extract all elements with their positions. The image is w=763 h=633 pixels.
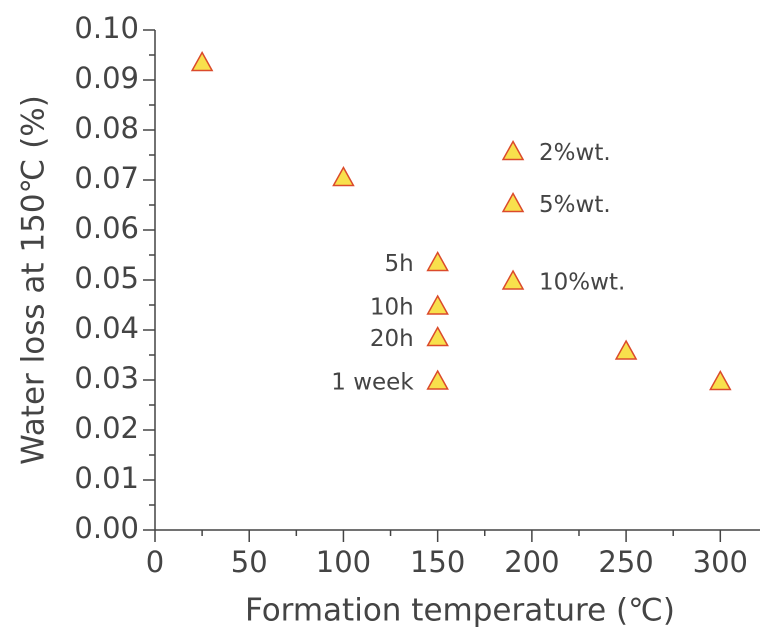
x-tick-label: 250 — [598, 545, 653, 579]
x-axis-label: Formation temperature (℃) — [245, 593, 675, 629]
y-tick-label: 0.00 — [74, 511, 139, 545]
x-tick-label: 0 — [146, 545, 164, 579]
point — [426, 294, 449, 315]
y-tick-label: 0.01 — [74, 461, 139, 495]
y-tick-label: 0.02 — [74, 411, 139, 445]
x-tick-label: 150 — [410, 545, 465, 579]
point-label: 5h — [384, 251, 413, 277]
point — [332, 165, 355, 187]
y-tick-label: 0.08 — [74, 111, 139, 145]
x-tick-label: 300 — [693, 545, 748, 579]
point-label: 1 week — [331, 370, 414, 396]
y-tick-label: 0.10 — [74, 11, 139, 45]
point — [501, 139, 525, 161]
y-tick-label: 0.07 — [74, 161, 139, 195]
point — [426, 250, 449, 272]
x-tick-label: 100 — [316, 545, 371, 579]
point — [426, 325, 449, 347]
y-tick-label: 0.09 — [74, 61, 139, 95]
point-label: 2%wt. — [539, 140, 611, 166]
point-label: 5%wt. — [539, 192, 611, 218]
x-tick-label: 200 — [504, 545, 559, 579]
point — [426, 369, 449, 390]
x-tick-label: 50 — [231, 545, 268, 579]
y-tick-label: 0.06 — [74, 211, 139, 245]
point — [709, 369, 732, 391]
point — [501, 269, 525, 290]
y-tick-label: 0.04 — [74, 311, 139, 345]
y-tick-label: 0.03 — [74, 361, 139, 395]
point-label: 10%wt. — [539, 270, 625, 296]
point — [190, 50, 214, 72]
y-tick-label: 0.05 — [74, 261, 139, 295]
point — [501, 191, 525, 213]
point-label: 20h — [370, 326, 414, 352]
y-axis-label: Water loss at 150℃ (%) — [16, 95, 52, 465]
point-label: 10h — [370, 295, 414, 321]
point — [614, 339, 638, 360]
